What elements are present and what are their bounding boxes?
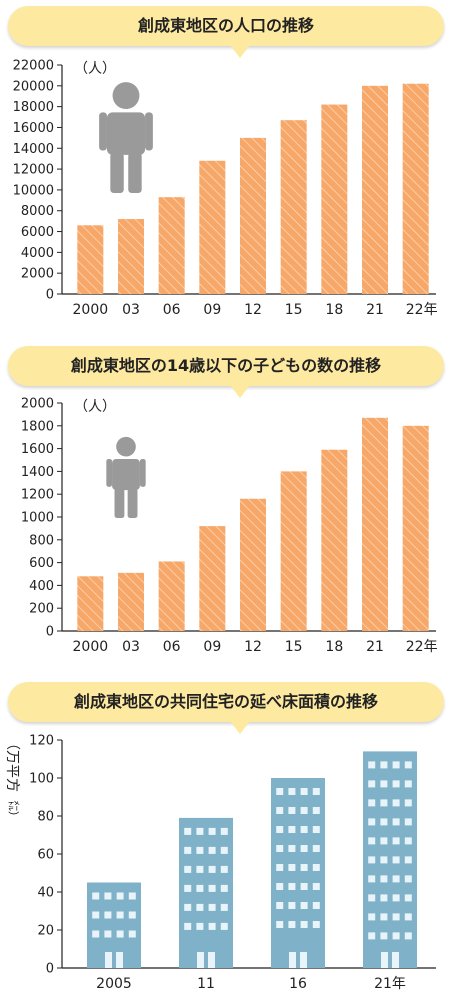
x-tick-label: 03 xyxy=(122,302,140,318)
bar xyxy=(402,425,429,631)
y-tick-label: 400 xyxy=(29,579,54,594)
x-tick-label: 21 xyxy=(366,639,384,655)
person-icon xyxy=(106,436,146,518)
y-tick-label: 0 xyxy=(46,625,54,640)
bar xyxy=(199,526,226,631)
bubble-tail xyxy=(230,721,250,734)
y-tick-label: 16000 xyxy=(13,121,54,136)
y-tick-label: 60 xyxy=(37,848,54,863)
x-tick-label: 11 xyxy=(197,976,215,992)
x-tick-label: 12 xyxy=(244,302,262,318)
y-tick-label: 2000 xyxy=(21,397,54,412)
x-tick-label: 21 xyxy=(366,302,384,318)
y-tick-label: 14000 xyxy=(13,142,54,157)
unit-label: （人） xyxy=(74,61,116,77)
title-bubble: 創成東地区の14歳以下の子どもの数の推移 xyxy=(8,346,444,398)
y-tick-label: 18000 xyxy=(13,100,54,115)
unit-main: （万平方 xyxy=(4,736,20,792)
y-tick-label: 1800 xyxy=(21,419,54,434)
population-bar-chart: 0200040006000800010000120001400016000180… xyxy=(13,59,438,319)
x-tick-label: 21年 xyxy=(374,976,406,992)
bar xyxy=(118,572,144,631)
bar xyxy=(199,160,226,294)
title-bubble: 創成東地区の人口の推移 xyxy=(8,6,444,58)
y-tick-label: 20 xyxy=(37,924,54,939)
y-tick-label: 4000 xyxy=(21,246,54,261)
bar xyxy=(240,498,266,631)
x-tick-label: 18 xyxy=(325,639,343,655)
y-tick-label: 2000 xyxy=(21,267,54,282)
y-tick-label: 1200 xyxy=(21,488,54,503)
children-bar-chart: 0 200 400 600 800 1000 1200 1400 1600 1800 2000 200… xyxy=(21,397,438,656)
y-tick-label: 200 xyxy=(29,602,54,617)
y-tick-label: 10000 xyxy=(13,183,54,198)
x-tick-label: 2000 xyxy=(73,302,109,318)
x-tick-label: 03 xyxy=(122,639,140,655)
y-tick-label: 12000 xyxy=(13,163,54,178)
y-tick-label: 40 xyxy=(37,886,54,901)
bar xyxy=(362,417,388,631)
y-tick-label: 6000 xyxy=(21,225,54,240)
bar xyxy=(240,137,266,294)
bar xyxy=(77,576,104,631)
chart-title: 創成東地区の人口の推移 xyxy=(137,16,314,35)
bar xyxy=(158,197,185,294)
bar xyxy=(271,778,325,968)
x-tick-label: 09 xyxy=(203,639,221,655)
bar xyxy=(77,225,104,294)
y-tick-label: 22000 xyxy=(13,59,54,74)
bar xyxy=(280,471,307,631)
bar xyxy=(362,85,388,295)
floor-area-chart-panel: 創成東地区の共同住宅の延べ床面積の推移 0 20 40 60 80 100 120 2005 1… xyxy=(0,676,453,999)
y-tick-label: 0 xyxy=(46,962,54,977)
x-tick-label: 15 xyxy=(285,639,303,655)
x-tick-label: 09 xyxy=(203,302,221,318)
x-tick-label: 18 xyxy=(325,302,343,318)
x-tick-label: 16 xyxy=(289,976,307,992)
y-tick-label: 600 xyxy=(29,556,54,571)
y-tick-label: 120 xyxy=(29,734,54,749)
x-tick-label: 2000 xyxy=(73,639,109,655)
person-icon xyxy=(99,82,153,193)
y-tick-label: 1400 xyxy=(21,465,54,480)
y-tick-label: 1000 xyxy=(21,511,54,526)
chart-title: 創成東地区の共同住宅の延べ床面積の推移 xyxy=(73,692,378,711)
y-tick-label: 0 xyxy=(46,288,54,303)
y-tick-label: 1600 xyxy=(21,442,54,457)
x-tick-label: 2005 xyxy=(96,976,132,992)
children-chart-panel: 創成東地区の14歳以下の子どもの数の推移 0 200 400 600 800 1000 12… xyxy=(0,340,453,670)
x-tick-label: 06 xyxy=(163,302,181,318)
chart-title: 創成東地区の14歳以下の子どもの数の推移 xyxy=(70,356,382,375)
y-tick-label: 8000 xyxy=(21,204,54,219)
bar xyxy=(402,83,429,295)
title-bubble: 創成東地区の共同住宅の延べ床面積の推移 xyxy=(8,682,444,734)
y-tick-label: 800 xyxy=(29,533,54,548)
bubble-tail xyxy=(230,385,250,398)
bar xyxy=(118,219,144,294)
x-tick-label: 06 xyxy=(163,639,181,655)
x-tick-label: 15 xyxy=(285,302,303,318)
bar xyxy=(87,882,141,968)
y-tick-label: 100 xyxy=(29,772,54,787)
population-chart-panel: 創成東地区の人口の推移 0 2000 4000 6000 8000 10000 12000 1… xyxy=(0,0,453,335)
y-tick-label: 20000 xyxy=(13,79,54,94)
x-tick-label: 12 xyxy=(244,639,262,655)
bar xyxy=(321,104,348,294)
bar xyxy=(363,751,417,968)
bar xyxy=(321,449,348,631)
bubble-tail xyxy=(230,45,250,58)
y-tick-label: 80 xyxy=(37,810,54,825)
unit-label: （人） xyxy=(74,399,116,415)
bar xyxy=(158,561,185,631)
x-tick-label: 22年 xyxy=(406,639,438,655)
bar xyxy=(280,120,307,294)
bar xyxy=(179,817,233,968)
unit-small: ㍍） xyxy=(7,800,21,822)
x-tick-label: 22年 xyxy=(406,302,438,318)
